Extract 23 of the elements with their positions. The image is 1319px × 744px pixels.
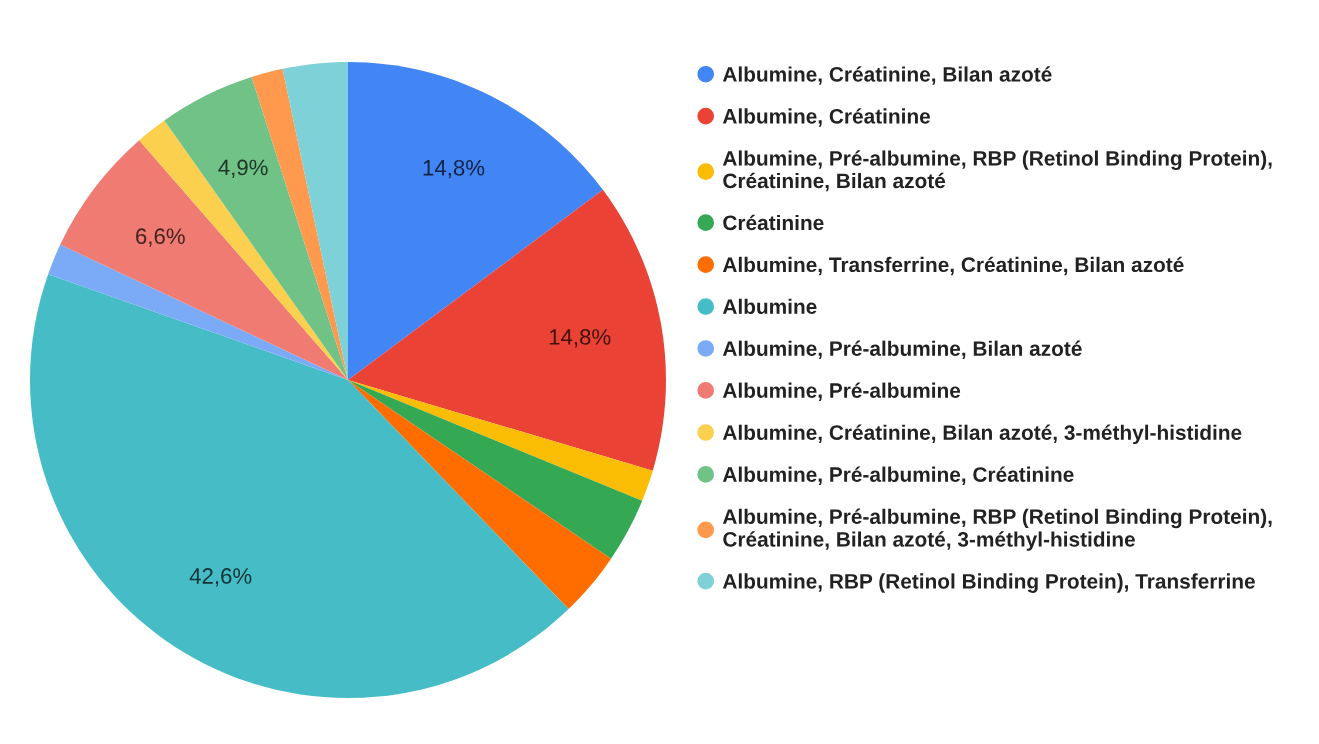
data-label: 14,8% [549, 329, 611, 348]
legend-label: Albumine, Créatinine, Bilan azoté, 3-méthyl-histidine [722, 424, 1242, 445]
data-label: 6,6% [136, 228, 185, 247]
pie-slice [348, 380, 612, 610]
legend-label: Albumine, Pré-albumine, RBP (Retinol Binding Protein), Créatinine, Bilan azoté, 3-méthyl-histidine [722, 508, 1272, 551]
pie-slice [348, 380, 643, 559]
legend-label: Créatinine [723, 214, 824, 231]
legend-label: Albumine, Transferrine, Créatinine, Bilan azoté [722, 256, 1184, 276]
legend-label: Albumine [722, 298, 817, 315]
legend-label: Albumine, Pré-albumine, Créatinine [722, 466, 1074, 485]
pie-slice [348, 380, 653, 501]
legend-label: Albumine, Pré-albumine, RBP (Retinol Binding Protein), Créatinine, Bilan azoté [722, 150, 1272, 192]
legend-label: Albumine, RBP (Retinol Binding Protein), Transferrine [722, 573, 1255, 593]
legend-label: Albumine, Créatinine [722, 108, 931, 127]
pie-slice [60, 140, 348, 380]
pie-slice [282, 62, 348, 380]
legend-label: Albumine, Créatinine, Bilan azoté [722, 66, 1052, 85]
data-label: 42,6% [189, 568, 252, 587]
pie-slice [348, 189, 666, 471]
data-label: 14,8% [423, 159, 485, 179]
data-label: 4,9% [218, 159, 268, 178]
legend-label: Albumine, Pré-albumine [722, 382, 961, 401]
legend-label: Albumine, Pré-albumine, Bilan azoté [722, 340, 1082, 359]
